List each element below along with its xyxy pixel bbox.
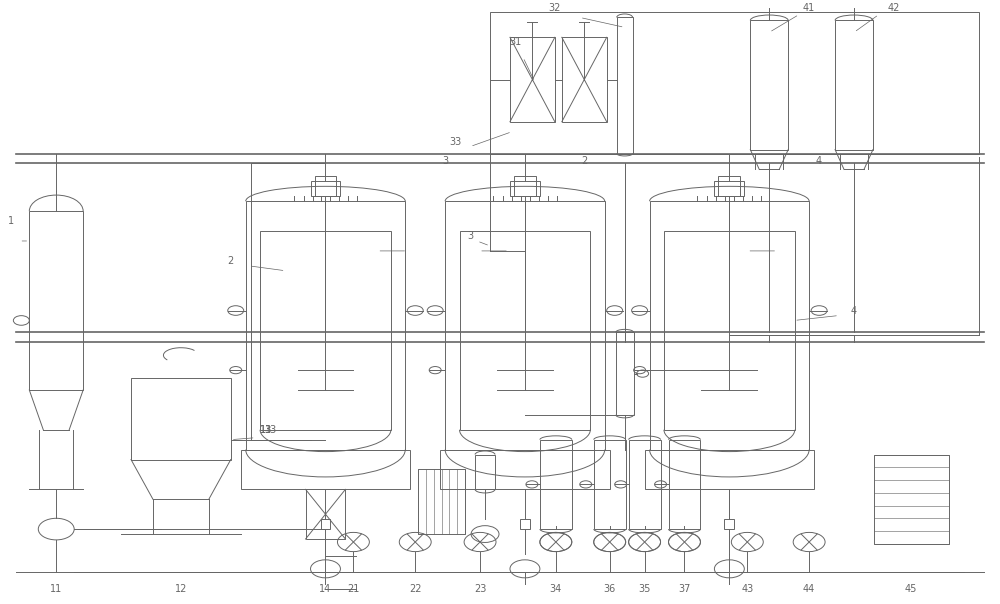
Text: 41: 41 (803, 2, 815, 13)
Text: 35: 35 (638, 583, 651, 594)
Text: 13: 13 (265, 425, 277, 435)
Bar (650, 201, 809, 449)
Bar (131, 378, 231, 460)
Text: 13: 13 (260, 425, 272, 435)
Bar (306, 489, 345, 539)
Bar (669, 440, 700, 529)
Bar (750, 21, 788, 150)
Bar (714, 181, 744, 196)
Bar (246, 201, 405, 449)
Text: 21: 21 (347, 583, 360, 594)
Bar (629, 440, 661, 529)
Text: 36: 36 (604, 583, 616, 594)
Bar (664, 231, 795, 429)
Bar (540, 440, 572, 529)
Bar (718, 176, 740, 196)
Text: 4: 4 (816, 156, 822, 167)
Text: 22: 22 (409, 583, 421, 594)
Bar (616, 332, 634, 415)
Bar (260, 231, 391, 429)
Text: 32: 32 (549, 2, 561, 13)
Bar (475, 455, 495, 489)
Text: 13: 13 (260, 425, 272, 435)
Bar (440, 449, 610, 489)
Bar (645, 449, 814, 489)
Text: 34: 34 (550, 583, 562, 594)
Bar (320, 519, 330, 529)
Text: 37: 37 (678, 583, 691, 594)
Bar (617, 18, 633, 153)
Text: 42: 42 (888, 2, 900, 13)
Text: 3: 3 (467, 231, 473, 241)
Text: 33: 33 (449, 137, 461, 147)
Text: 31: 31 (509, 37, 521, 47)
Bar (311, 181, 340, 196)
Bar (510, 181, 540, 196)
Bar (490, 13, 979, 153)
Bar (445, 201, 605, 449)
Text: 4: 4 (851, 306, 857, 315)
Bar (510, 37, 555, 122)
Text: 23: 23 (474, 583, 486, 594)
Bar (514, 176, 536, 196)
Bar (418, 469, 465, 534)
Bar (241, 449, 410, 489)
Bar (315, 176, 336, 196)
Text: 44: 44 (803, 583, 815, 594)
Text: 43: 43 (741, 583, 753, 594)
Bar (520, 519, 530, 529)
Text: 11: 11 (50, 583, 62, 594)
Text: 45: 45 (905, 583, 917, 594)
Text: 14: 14 (319, 583, 332, 594)
Text: 12: 12 (175, 583, 187, 594)
Bar (594, 440, 626, 529)
Bar (874, 455, 949, 544)
Bar (460, 231, 590, 429)
Bar (835, 21, 873, 150)
Text: 2: 2 (228, 256, 234, 266)
Text: 3: 3 (442, 156, 448, 167)
Bar (724, 519, 734, 529)
Bar (562, 37, 607, 122)
Bar (29, 211, 83, 390)
Text: 1: 1 (8, 216, 14, 226)
Text: 2: 2 (582, 156, 588, 167)
